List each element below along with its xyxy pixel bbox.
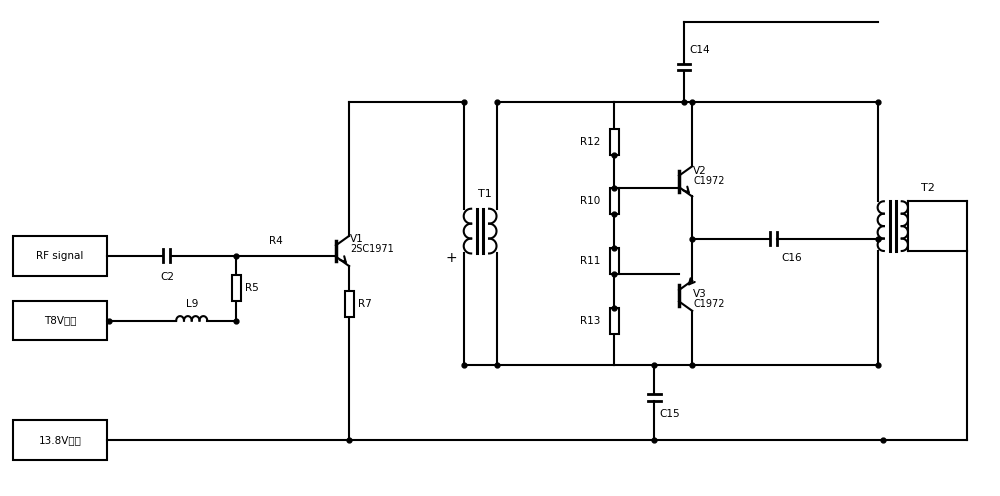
Text: R4: R4 (269, 236, 283, 246)
Text: T8V电源: T8V电源 (44, 315, 76, 325)
Text: R11: R11 (580, 256, 600, 266)
Text: C1972: C1972 (693, 299, 725, 309)
Bar (610, 188, 619, 214)
Bar (345, 291, 354, 317)
Text: C15: C15 (659, 409, 680, 419)
Bar (232, 275, 241, 301)
Bar (13, 420, 107, 460)
Text: 13.8V电源: 13.8V电源 (39, 435, 81, 445)
Text: T2: T2 (921, 184, 935, 193)
Bar (13, 301, 107, 340)
Text: R13: R13 (580, 315, 600, 325)
Text: C14: C14 (689, 45, 710, 55)
Text: C1972: C1972 (693, 177, 725, 186)
Text: +: + (446, 251, 458, 265)
Text: L9: L9 (186, 299, 198, 309)
Bar (610, 128, 619, 155)
Text: 2SC1971: 2SC1971 (350, 244, 394, 254)
Bar (610, 308, 619, 333)
Text: C2: C2 (160, 272, 174, 282)
Text: V2: V2 (693, 166, 707, 176)
Text: V3: V3 (693, 289, 707, 299)
Bar (610, 248, 619, 274)
Text: R5: R5 (245, 283, 259, 293)
Text: T1: T1 (478, 189, 492, 199)
Text: V1: V1 (350, 234, 364, 244)
Text: R12: R12 (580, 136, 600, 147)
Text: R7: R7 (358, 299, 372, 309)
Bar (13, 236, 107, 276)
Text: C16: C16 (781, 253, 802, 263)
Text: R10: R10 (580, 196, 600, 206)
Text: RF signal: RF signal (36, 251, 84, 261)
